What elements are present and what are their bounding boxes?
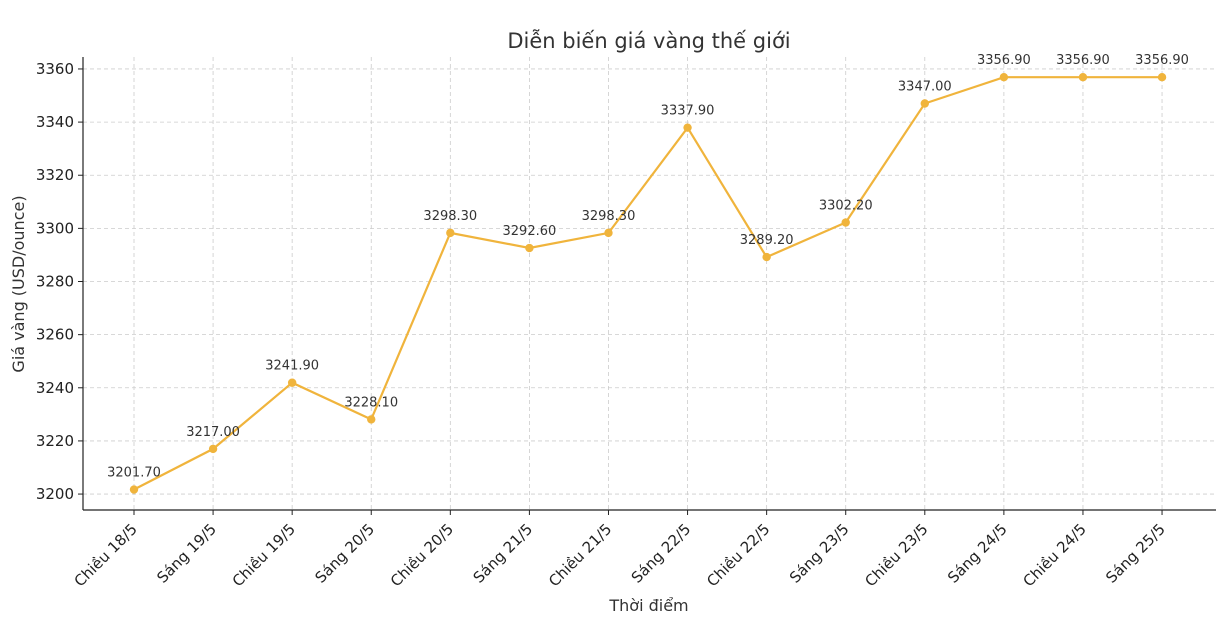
- data-label: 3298.30: [582, 209, 636, 224]
- x-axis-ticks: Chiều 18/5 Sáng 19/5 Chiều 19/5 Sáng 20/5 Ch…: [71, 510, 1169, 590]
- y-tick-label: 3320: [36, 166, 74, 184]
- data-label: 3292.60: [503, 224, 557, 239]
- data-label: 3241.90: [265, 359, 319, 374]
- x-tick-label: Sáng 25/5: [1102, 520, 1169, 587]
- data-label: 3228.10: [344, 395, 398, 410]
- x-tick-label: Sáng 21/5: [470, 520, 537, 587]
- data-points: [129, 72, 1167, 494]
- axes-spines: [82, 57, 1216, 511]
- x-tick-label: Chiều 22/5: [703, 520, 773, 590]
- data-point: [367, 415, 376, 424]
- y-tick-label: 3360: [36, 60, 74, 78]
- grid-lines: [83, 57, 1216, 510]
- y-axis-label: Giá vàng (USD/ounce): [9, 195, 28, 372]
- data-point: [683, 123, 692, 132]
- y-tick-label: 3340: [36, 113, 74, 131]
- data-label: 3302.20: [819, 199, 873, 214]
- y-axis-ticks: 3200 3220 3240 3260 3280 3300 3320 3340 3360: [36, 60, 83, 503]
- data-label: 3217.00: [186, 425, 240, 440]
- data-label: 3356.90: [977, 53, 1031, 68]
- y-tick-label: 3280: [36, 273, 74, 291]
- y-tick-label: 3260: [36, 326, 74, 344]
- x-tick-label: Sáng 22/5: [628, 520, 695, 587]
- data-label: 3201.70: [107, 466, 161, 481]
- data-point: [920, 99, 929, 108]
- x-axis-label: Thời điểm: [608, 596, 688, 615]
- data-point: [841, 218, 850, 227]
- x-tick-label: Sáng 23/5: [786, 520, 853, 587]
- data-point: [1078, 72, 1088, 82]
- chart-title: Diễn biến giá vàng thế giới: [507, 28, 790, 53]
- series-line: [133, 76, 1162, 491]
- data-point: [208, 444, 218, 454]
- y-tick-label: 3200: [36, 485, 74, 503]
- y-tick-label: 3240: [36, 379, 74, 397]
- data-label: 3347.00: [898, 79, 952, 94]
- data-label: 3298.30: [423, 209, 477, 224]
- x-tick-label: Chiều 20/5: [387, 520, 457, 590]
- data-point: [1157, 72, 1167, 82]
- data-point: [999, 72, 1009, 82]
- x-tick-label: Sáng 19/5: [153, 520, 220, 587]
- data-label: 3356.90: [1135, 53, 1189, 68]
- x-tick-label: Chiều 19/5: [229, 520, 299, 590]
- x-tick-label: Chiều 23/5: [861, 520, 931, 590]
- data-point: [446, 228, 455, 238]
- data-label: 3289.20: [740, 233, 794, 248]
- data-labels: 3201.70 3217.00 3241.90 3228.10 3298.30 3292.…: [107, 53, 1189, 480]
- x-tick-label: Chiều 24/5: [1020, 520, 1090, 590]
- data-point: [129, 485, 139, 494]
- x-tick-label: Chiều 21/5: [545, 520, 615, 590]
- data-label: 3356.90: [1056, 53, 1110, 68]
- data-point: [762, 252, 771, 262]
- x-tick-label: Chiều 18/5: [71, 520, 141, 590]
- y-tick-label: 3300: [36, 219, 74, 237]
- data-point: [287, 378, 297, 387]
- data-label: 3337.90: [661, 104, 715, 119]
- x-tick-label: Sáng 20/5: [311, 520, 378, 587]
- x-tick-label: Sáng 24/5: [944, 520, 1011, 587]
- y-tick-label: 3220: [36, 432, 74, 450]
- data-point: [525, 243, 534, 253]
- data-point: [604, 228, 613, 238]
